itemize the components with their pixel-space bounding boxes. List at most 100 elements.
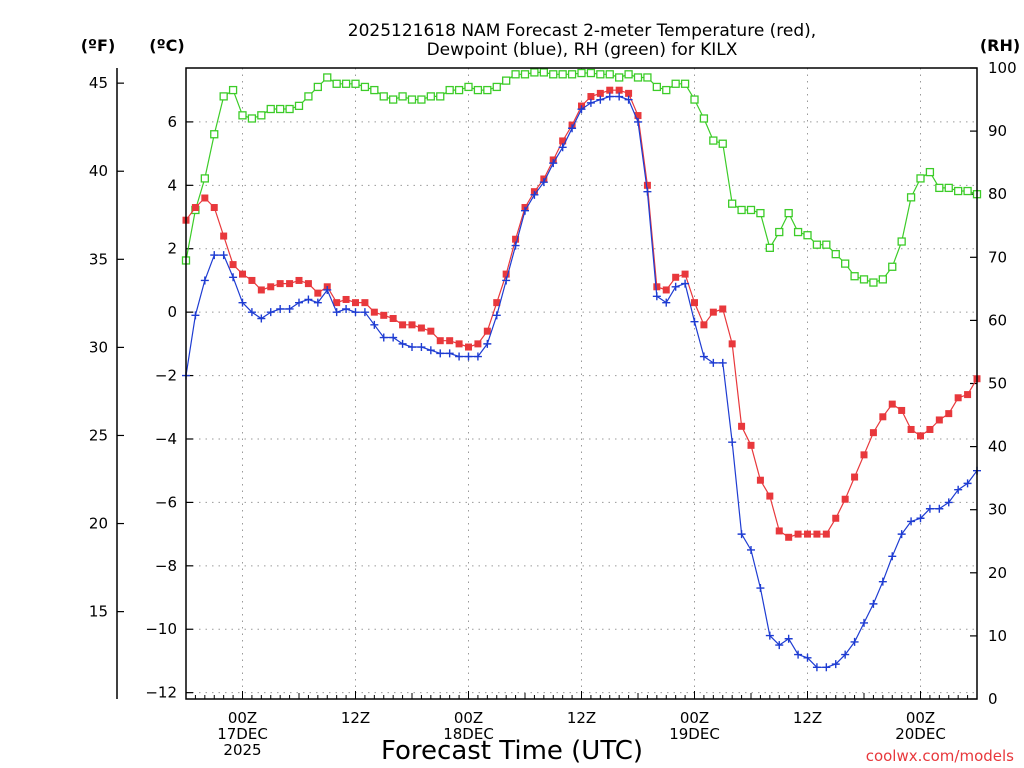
dewpoint-point (276, 304, 285, 313)
temperature-point (700, 321, 708, 329)
dewpoint-point (916, 514, 925, 523)
temperature-point (879, 413, 887, 421)
temperature-point (304, 280, 312, 288)
dewpoint-point (389, 333, 398, 342)
temperature-point (728, 340, 736, 348)
temperature-point (643, 181, 651, 189)
rh-point (323, 73, 332, 82)
temperature-point (747, 441, 755, 449)
rh-point (699, 114, 709, 123)
rh-point (210, 130, 219, 139)
dewpoint-point (822, 663, 831, 672)
rh-point (954, 186, 963, 196)
x-axis-title: Forecast Time (UTC) (381, 736, 643, 766)
rh-point (878, 275, 887, 284)
dewpoint-point (652, 292, 661, 301)
temperature-point (813, 530, 821, 538)
temperature-point (220, 232, 228, 240)
dewpoint-point (775, 641, 784, 650)
dewpoint-point (624, 95, 633, 104)
dewpoint-point (558, 143, 567, 152)
rh-point (690, 95, 699, 104)
dewpoint-point (229, 273, 238, 282)
celsius-tick-label: 6 (167, 113, 177, 131)
time-tick-label: 20DEC (895, 725, 946, 743)
temperature-point (615, 86, 623, 94)
time-tick-label: 00Z (454, 709, 483, 727)
rh-tick-label: 30 (988, 501, 1007, 519)
dewpoint-point (794, 650, 803, 659)
rh-point (454, 85, 464, 95)
rh-point (718, 139, 727, 148)
dewpoint-point (313, 298, 322, 307)
temperature-point (210, 204, 218, 212)
dewpoint-point (935, 504, 944, 513)
rh-point (464, 82, 473, 92)
dewpoint-point (455, 352, 464, 361)
rh-point (266, 104, 275, 114)
dewpoint-point (869, 599, 878, 608)
dewpoint-point (718, 358, 727, 367)
rh-point (436, 92, 445, 101)
temperature-point (860, 451, 868, 459)
dewpoint-point (784, 634, 793, 643)
temperature-point (596, 89, 604, 97)
rh-point (445, 85, 454, 95)
dewpoint-point (379, 333, 388, 342)
rh-point (596, 70, 605, 79)
rh-point (662, 85, 671, 95)
dewpoint-point (860, 618, 868, 627)
temperature-point (653, 283, 661, 291)
temperature-point (342, 295, 350, 303)
time-tick-label: 00Z (228, 709, 257, 727)
temperature-point (239, 270, 246, 278)
time-tick-label: 12Z (341, 709, 370, 727)
temperature-point (785, 533, 793, 541)
title-line-2: Dewpoint (blue), RH (green) for KILX (427, 40, 738, 60)
temperature-point (822, 530, 830, 538)
rh-point (200, 174, 209, 183)
rh-point (530, 68, 539, 77)
temperature-point (201, 194, 209, 202)
time-tick-label: 18DEC (443, 725, 494, 743)
temperature-point (191, 204, 199, 212)
rh-point (728, 199, 737, 208)
dewpoint-point (944, 498, 953, 507)
time-tick-label: 12Z (793, 709, 822, 727)
rh-point (643, 73, 652, 82)
fahrenheit-tick-label: 45 (89, 74, 108, 92)
dewpoint-point (728, 438, 737, 447)
dewpoint-point (747, 545, 755, 554)
temperature-point (606, 86, 614, 94)
celsius-tick-label: −2 (155, 367, 177, 385)
dewpoint-point (888, 552, 897, 561)
dewpoint-point (285, 304, 294, 313)
dewpoint-point (662, 298, 671, 307)
rh-tick-label: 80 (988, 185, 1007, 203)
dewpoint-point (596, 95, 605, 104)
fahrenheit-tick-label: 40 (89, 162, 108, 180)
time-tick-label: 12Z (567, 709, 596, 727)
rh-point (822, 240, 831, 249)
celsius-tick-label: −6 (155, 493, 177, 511)
temperature-point (804, 530, 811, 538)
temperature-point (926, 425, 934, 433)
temperature-point (917, 432, 924, 440)
temperature-point (493, 299, 501, 307)
dewpoint-point (445, 349, 454, 358)
rh-point (916, 174, 925, 183)
temperature-point (841, 495, 849, 503)
celsius-tick-label: −4 (155, 430, 177, 448)
temperature-point (417, 324, 425, 332)
dewpoint-point (238, 298, 247, 307)
dewpoint-point (586, 98, 595, 107)
temperature-point (380, 311, 388, 319)
temperature-point (455, 340, 463, 348)
rh-tick-label: 70 (988, 248, 1007, 266)
dewpoint-point (756, 584, 765, 593)
temperature-point (408, 321, 416, 329)
fahrenheit-tick-label: 30 (89, 338, 108, 356)
dewpoint-point (925, 504, 934, 513)
temperature-point (945, 410, 953, 418)
temperature-point (314, 289, 322, 297)
